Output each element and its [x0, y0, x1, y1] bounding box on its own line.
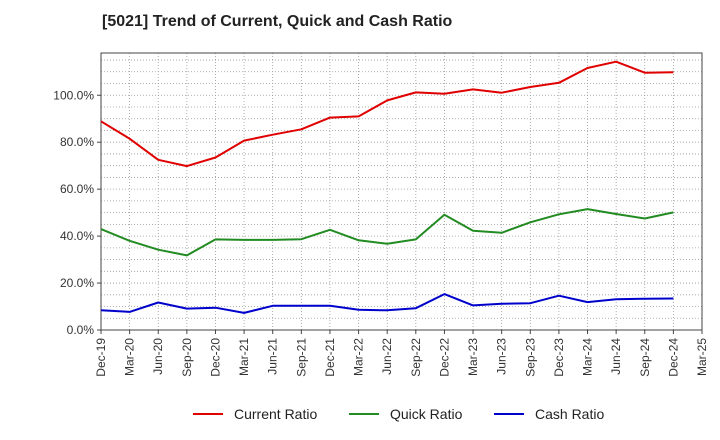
x-tick-label: Jun-24 — [609, 338, 623, 375]
chart-title: [5021] Trend of Current, Quick and Cash … — [102, 13, 453, 30]
x-tick-label: Dec-22 — [437, 338, 451, 377]
x-tick-label: Jun-22 — [380, 338, 394, 375]
x-tick-label: Dec-23 — [552, 338, 566, 377]
y-tick-label: 0.0% — [67, 323, 95, 337]
x-axis-ticks: Dec-19 Mar-20 Jun-20 Sep-20 Dec-20 Mar-21 Jun-… — [94, 330, 709, 377]
y-tick-label: 20.0% — [60, 276, 94, 290]
y-tick-label: 80.0% — [60, 135, 94, 149]
quick-ratio-line — [100, 208, 674, 257]
x-tick-label: Sep-23 — [523, 338, 537, 377]
x-tick-label: Jun-20 — [151, 338, 165, 375]
y-tick-label: 100.0% — [53, 88, 94, 102]
x-tick-label: Dec-20 — [208, 338, 222, 377]
x-tick-label: Mar-24 — [581, 338, 595, 376]
y-tick-label: 40.0% — [60, 229, 94, 243]
x-tick-label: Mar-20 — [123, 338, 137, 376]
x-tick-label: Mar-21 — [237, 338, 251, 376]
cash-ratio-line — [100, 293, 674, 314]
x-tick-label: Mar-25 — [695, 338, 709, 376]
current-ratio-line — [100, 60, 674, 168]
x-tick-label: Sep-24 — [638, 338, 652, 377]
legend: Current Ratio Quick Ratio Cash Ratio — [193, 406, 604, 422]
legend-label-quick-ratio: Quick Ratio — [390, 406, 463, 422]
x-tick-label: Sep-20 — [180, 338, 194, 377]
x-tick-label: Mar-23 — [466, 338, 480, 376]
y-tick-label: 60.0% — [60, 182, 94, 196]
x-tick-label: Dec-21 — [323, 338, 337, 377]
grid-lines — [100, 53, 703, 330]
x-tick-label: Jun-23 — [495, 338, 509, 375]
x-tick-label: Sep-22 — [409, 338, 423, 377]
plot-area-frame — [100, 52, 703, 331]
legend-label-current-ratio: Current Ratio — [234, 406, 317, 422]
x-tick-label: Sep-21 — [294, 338, 308, 377]
x-tick-label: Jun-21 — [266, 338, 280, 375]
legend-label-cash-ratio: Cash Ratio — [535, 406, 604, 422]
series-lines — [100, 60, 674, 314]
y-axis-ticks: 0.0% 20.0% 40.0% 60.0% 80.0% 100.0% — [53, 88, 101, 337]
x-tick-label: Dec-19 — [94, 338, 108, 377]
x-tick-label: Mar-22 — [352, 338, 366, 376]
x-tick-label: Dec-24 — [666, 338, 680, 377]
